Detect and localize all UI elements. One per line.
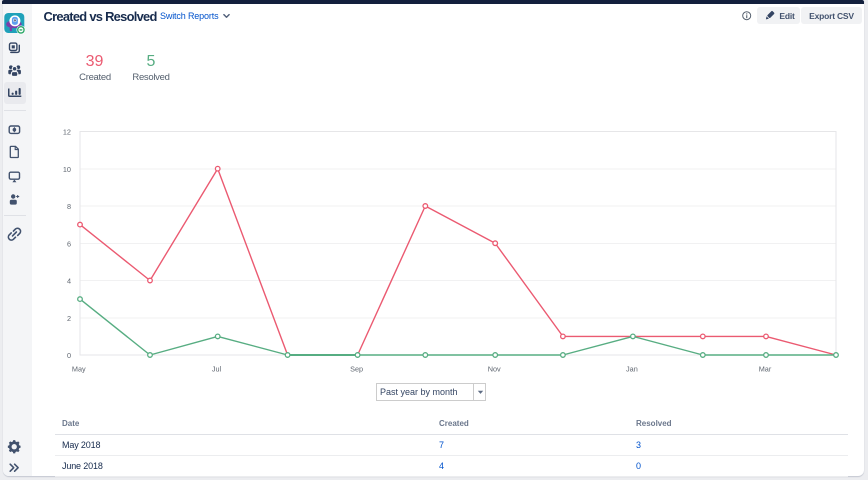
svg-text:2: 2 — [67, 314, 71, 323]
svg-text:4: 4 — [67, 277, 71, 286]
svg-text:Sep: Sep — [350, 365, 363, 374]
svg-text:Mar: Mar — [759, 365, 772, 374]
svg-text:12: 12 — [63, 128, 71, 137]
svg-text:Jan: Jan — [626, 365, 638, 374]
svg-text:Jul: Jul — [212, 365, 222, 374]
svg-text:6: 6 — [67, 239, 71, 248]
svg-text:Nov: Nov — [488, 365, 501, 374]
svg-text:8: 8 — [67, 202, 71, 211]
svg-text:10: 10 — [63, 165, 71, 174]
svg-text:0: 0 — [67, 351, 71, 360]
svg-text:May: May — [72, 365, 86, 374]
